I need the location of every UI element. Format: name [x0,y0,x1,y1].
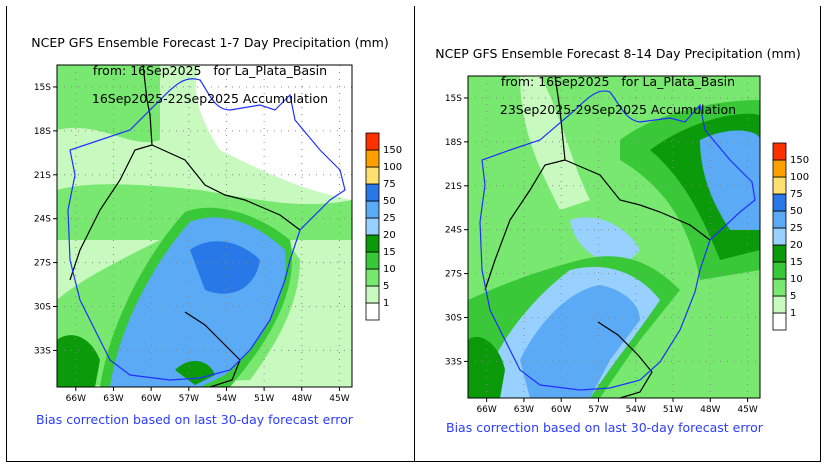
colorbar-swatch [365,234,380,253]
panel-divider [414,6,415,462]
left-country-border-2 [151,144,301,231]
lat-tick-label: 33S [34,346,51,356]
colorbar-label: 10 [383,264,396,275]
left-title: NCEP GFS Ensemble Forecast 1-7 Day Preci… [10,22,410,120]
colorbar-swatch [772,244,787,263]
right-title-line3: 23Sep2025-29Sep2025 Accumulation [499,102,737,117]
colorbar-swatch [772,261,787,280]
left-country-border-3 [184,311,241,388]
right-bias-note: Bias correction based on last 30-day for… [446,420,763,435]
colorbar-label: 150 [790,155,809,166]
colorbar-label: 20 [383,230,396,241]
lon-tick-label: 63W [103,394,123,404]
right-country-border-3 [597,321,653,399]
right-map-border [467,75,761,399]
lat-tick-label: 30S [34,303,51,313]
lat-tick-label: 18S [445,138,462,148]
colorbar-label: 25 [383,213,396,224]
lat-tick-label: 33S [445,357,462,367]
colorbar-swatch [365,251,380,270]
left-basin-outline [67,78,346,381]
colorbar-swatch [365,183,380,202]
lon-tick-label: 51W [663,405,683,415]
lat-tick-label: 15S [445,94,462,104]
colorbar-swatch [772,278,787,297]
lat-tick-label: 15S [34,83,51,93]
lon-tick-label: 45W [329,394,349,404]
lon-tick-label: 54W [216,394,236,404]
colorbar-swatch [365,217,380,236]
borders [67,64,756,399]
colorbar-swatch [365,200,380,219]
lon-tick-label: 48W [292,394,312,404]
right-title-line2: from: 16Sep2025 for La_Plata_Basin [500,74,736,89]
lon-tick-label: 54W [626,405,646,415]
lat-tick-label: 21S [445,182,462,192]
colorbar-swatch [365,268,380,287]
colorbar-swatch [772,159,787,178]
right-title: NCEP GFS Ensemble Forecast 8-14 Day Prec… [418,33,818,131]
left-bias-note: Bias correction based on last 30-day for… [36,412,353,427]
right-precip-field [468,76,760,398]
colorbar-label: 1 [790,308,796,319]
right-country-border-2 [564,159,711,241]
lon-tick-label: 57W [179,394,199,404]
colorbar-swatch [772,142,787,161]
colorbar-label: 100 [383,162,402,173]
colorbar-swatch [365,285,380,304]
lon-tick-label: 60W [551,405,571,415]
colorbar-label: 50 [383,196,396,207]
colorbar-label: 5 [383,281,389,292]
lon-tick-label: 45W [737,405,757,415]
colorbar-swatch [772,193,787,212]
lat-tick-label: 21S [34,171,51,181]
right-country-border [484,75,566,291]
left-title-line3: 16Sep2025-22Sep2025 Accumulation [91,91,329,106]
left-map-border [56,64,353,388]
colorbar-swatch [365,302,380,321]
lat-tick-label: 18S [34,127,51,137]
colorbar-swatch [365,149,380,168]
left-country-border [69,64,153,281]
lat-tick-label: 24S [445,226,462,236]
colorbar-label: 150 [383,145,402,156]
lat-tick-label: 27S [445,270,462,280]
lon-tick-label: 60W [141,394,161,404]
lat-tick-label: 27S [34,259,51,269]
colorbar-label: 75 [383,179,396,190]
colorbar-label: 1 [383,298,389,309]
colorbar-label: 25 [790,223,803,234]
right-title-line1: NCEP GFS Ensemble Forecast 8-14 Day Prec… [435,46,801,61]
colorbar-swatch [772,312,787,331]
colorbar-label: 5 [790,291,796,302]
lat-tick-label: 30S [445,314,462,324]
left-title-line1: NCEP GFS Ensemble Forecast 1-7 Day Preci… [31,35,389,50]
colorbar-label: 50 [790,206,803,217]
colorbar-label: 75 [790,189,803,200]
left-precip-field [57,65,352,387]
left-title-line2: from: 16Sep2025 for La_Plata_Basin [92,63,328,78]
colorbar-swatch [772,176,787,195]
lon-tick-label: 57W [588,405,608,415]
colorbar-swatch [772,227,787,246]
right-basin-outline [479,90,756,391]
colorbar-swatch [365,132,380,151]
lon-tick-label: 51W [254,394,274,404]
lat-tick-label: 24S [34,215,51,225]
colorbar-label: 10 [790,274,803,285]
colorbar-label: 15 [790,257,803,268]
figure-frame [6,6,821,462]
colorbar-label: 20 [790,240,803,251]
colorbar-swatch [772,295,787,314]
lon-tick-label: 66W [66,394,86,404]
lon-tick-label: 66W [476,405,496,415]
lon-tick-label: 63W [514,405,534,415]
colorbar-label: 15 [383,247,396,258]
colorbar-swatch [772,210,787,229]
lon-tick-label: 48W [700,405,720,415]
colorbar-swatch [365,166,380,185]
colorbar-label: 100 [790,172,809,183]
